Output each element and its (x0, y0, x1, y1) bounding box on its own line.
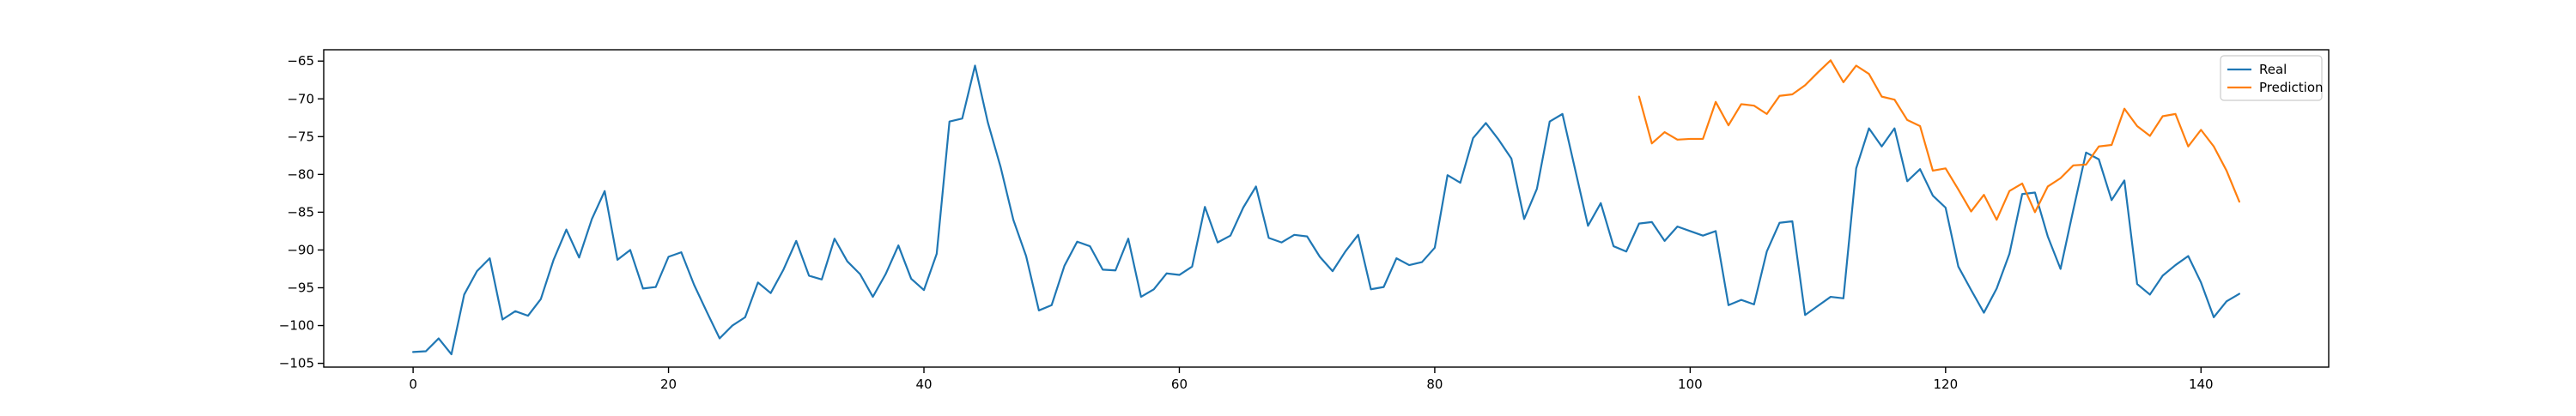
series-layer (412, 59, 2240, 356)
x-tick-label: 40 (915, 377, 932, 392)
series-line-real (412, 64, 2240, 356)
axes-frame (323, 49, 2330, 368)
y-tick-label: −80 (287, 166, 314, 182)
x-tick-label: 120 (1934, 377, 1959, 392)
series-line-prediction (1637, 59, 2240, 221)
axes: 0 20 40 60 80 100 120 140 −65 −70 −75 −80 −85 −90 −95 −… (279, 49, 2330, 392)
x-tick-label: 20 (660, 377, 677, 392)
y-tick-label: −75 (287, 129, 314, 144)
legend: Real Prediction (2220, 55, 2324, 101)
legend-label-prediction: Prediction (2259, 80, 2324, 95)
legend-box (2220, 55, 2323, 101)
y-tick-label: −105 (279, 356, 314, 371)
legend-label-real: Real (2259, 62, 2287, 77)
y-tick-label: −90 (287, 242, 314, 257)
plot-background (324, 50, 2329, 367)
y-tick-label: −70 (287, 91, 314, 106)
x-tick-label: 80 (1426, 377, 1443, 392)
x-tick-label: 140 (2189, 377, 2214, 392)
plot-area (324, 50, 2329, 367)
x-tick-label: 0 (409, 377, 417, 392)
y-tick-label: −95 (287, 280, 314, 296)
x-tick-label: 100 (1678, 377, 1703, 392)
y-tick-label: −100 (279, 318, 314, 334)
y-tick-label: −85 (287, 204, 314, 220)
x-tick-label: 60 (1171, 377, 1188, 392)
y-tick-label: −65 (287, 53, 314, 69)
